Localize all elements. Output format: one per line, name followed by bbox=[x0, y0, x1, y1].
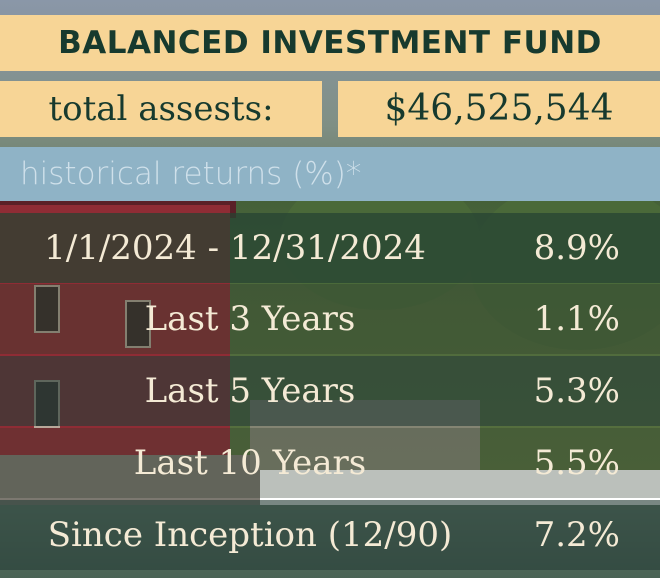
return-value: 8.9% bbox=[533, 228, 620, 268]
title-banner bbox=[0, 15, 660, 71]
return-row: Last 10 Years 5.5% bbox=[0, 428, 660, 498]
return-row: Last 5 Years 5.3% bbox=[0, 356, 660, 426]
return-row: 1/1/2024 - 12/31/2024 8.9% bbox=[0, 213, 660, 283]
return-row: Last 3 Years 1.1% bbox=[0, 284, 660, 354]
row-background bbox=[0, 213, 660, 283]
mill-window bbox=[34, 285, 60, 333]
assets-label-box bbox=[0, 81, 322, 137]
total-assets-label: total assests: bbox=[48, 89, 274, 129]
row-background bbox=[0, 284, 660, 354]
return-value: 5.3% bbox=[533, 371, 620, 411]
fund-title: BALANCED INVESTMENT FUND bbox=[58, 25, 602, 61]
return-period: Last 5 Years bbox=[144, 371, 356, 411]
assets-value-box bbox=[338, 81, 660, 137]
historical-returns-bar bbox=[0, 147, 660, 201]
return-period: Since Inception (12/90) bbox=[47, 515, 453, 555]
return-period: 1/1/2024 - 12/31/2024 bbox=[44, 228, 426, 268]
return-value: 7.2% bbox=[533, 515, 620, 555]
mill-window bbox=[125, 300, 151, 348]
return-row: Since Inception (12/90) 7.2% bbox=[0, 500, 660, 570]
total-assets-value: $46,525,544 bbox=[384, 88, 614, 129]
return-period: Last 10 Years bbox=[133, 443, 367, 483]
row-background bbox=[0, 356, 660, 426]
return-value: 5.5% bbox=[533, 443, 620, 483]
row-background bbox=[0, 500, 660, 570]
return-period: Last 3 Years bbox=[144, 299, 356, 339]
row-background bbox=[0, 428, 660, 498]
historical-returns-heading: historical returns (%)* bbox=[20, 156, 362, 192]
return-value: 1.1% bbox=[533, 299, 620, 339]
